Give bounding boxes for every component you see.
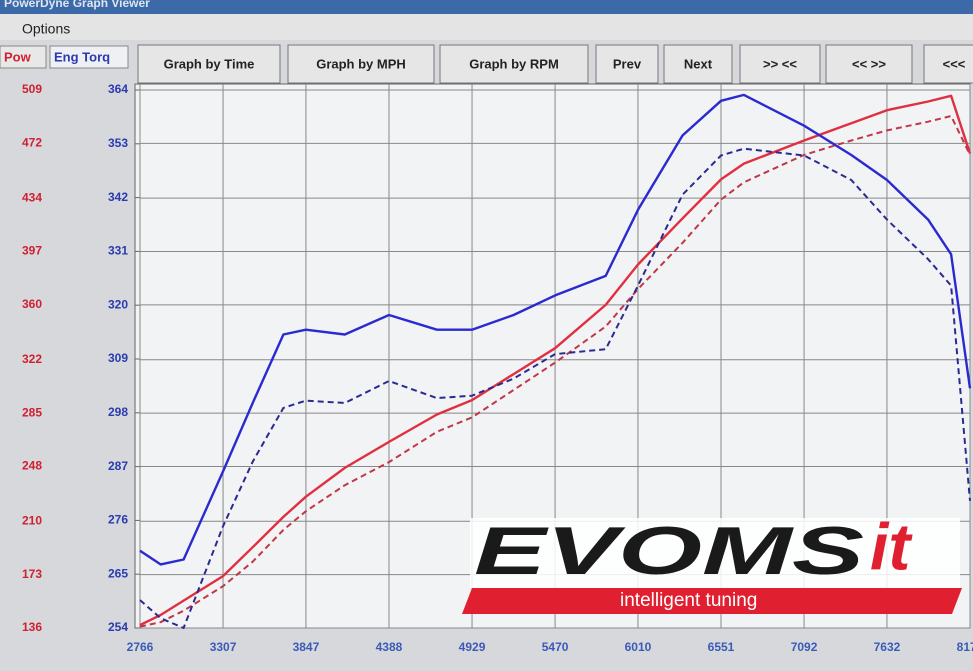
- logo-backdrop: [470, 518, 960, 588]
- button-label[interactable]: << >>: [852, 56, 886, 71]
- y-tick-label: 434: [22, 190, 42, 204]
- y2-tick-label: 353: [108, 136, 128, 150]
- series-line: [139, 94, 972, 627]
- logo-suffix: it: [870, 509, 913, 583]
- x-tick-label: 3307: [210, 640, 237, 654]
- button-label[interactable]: Graph by MPH: [316, 56, 406, 71]
- y-tick-label: 360: [22, 297, 42, 311]
- button-label[interactable]: >> <<: [763, 56, 797, 71]
- button[interactable]: [287, 44, 435, 84]
- x-tick-label: 3847: [293, 640, 320, 654]
- y2-tick-label: 364: [108, 82, 128, 96]
- button[interactable]: [439, 44, 589, 84]
- button[interactable]: [923, 44, 973, 84]
- y-tick-label: 248: [22, 459, 42, 473]
- button-label[interactable]: Graph by Time: [164, 56, 255, 71]
- logo-brand: EVOMS: [474, 513, 864, 589]
- y-tick-label: 472: [22, 136, 42, 150]
- button[interactable]: [825, 44, 913, 84]
- y2-tick-label: 320: [108, 297, 128, 311]
- x-tick-label: 6551: [708, 640, 735, 654]
- button[interactable]: [137, 44, 281, 84]
- x-tick-label: 6010: [625, 640, 652, 654]
- window-title: PowerDyne Graph Viewer: [4, 0, 150, 10]
- button-label[interactable]: Next: [684, 56, 713, 71]
- x-tick-label: 5470: [542, 640, 569, 654]
- logo-band: [462, 588, 962, 614]
- tab[interactable]: [0, 45, 47, 69]
- y-tick-label: 509: [22, 82, 42, 96]
- y2-tick-label: 331: [108, 244, 128, 258]
- x-tick-label: 7092: [791, 640, 818, 654]
- x-tick-label: 8173: [957, 640, 973, 654]
- y-tick-label: 173: [22, 567, 42, 581]
- y-tick-label: 322: [22, 352, 42, 366]
- y2-tick-label: 309: [108, 351, 128, 365]
- series-line: [139, 93, 972, 566]
- button-label[interactable]: Graph by RPM: [469, 56, 559, 71]
- y2-tick-label: 276: [108, 513, 128, 527]
- logo-tagline: intelligent tuning: [620, 590, 757, 611]
- x-tick-label: 4388: [376, 640, 403, 654]
- y-tick-label: 136: [22, 620, 42, 634]
- x-tick-label: 4929: [459, 640, 486, 654]
- x-tick-label: 7632: [874, 640, 901, 654]
- title-bar: [0, 0, 973, 14]
- menu-item[interactable]: Options: [22, 21, 70, 37]
- y2-tick-label: 298: [108, 405, 128, 419]
- y-tick-label: 397: [22, 244, 42, 258]
- y2-tick-label: 254: [108, 620, 128, 634]
- x-tick-label: 2766: [127, 640, 154, 654]
- y2-tick-label: 287: [108, 459, 128, 473]
- button-label[interactable]: Prev: [613, 56, 642, 71]
- button[interactable]: [595, 44, 659, 84]
- series-line: [139, 115, 971, 628]
- series-line: [139, 147, 971, 629]
- y-tick-label: 210: [22, 513, 42, 527]
- tab-label[interactable]: Pow: [4, 49, 32, 64]
- tab[interactable]: [49, 45, 129, 69]
- menu-bar: [0, 14, 973, 40]
- y2-tick-label: 265: [108, 566, 128, 580]
- y2-tick-label: 342: [108, 190, 128, 204]
- button[interactable]: [663, 44, 733, 84]
- y-tick-label: 285: [22, 405, 42, 419]
- tab-label[interactable]: Eng Torq: [54, 49, 110, 64]
- button-label[interactable]: <<<: [943, 56, 966, 71]
- button[interactable]: [739, 44, 821, 84]
